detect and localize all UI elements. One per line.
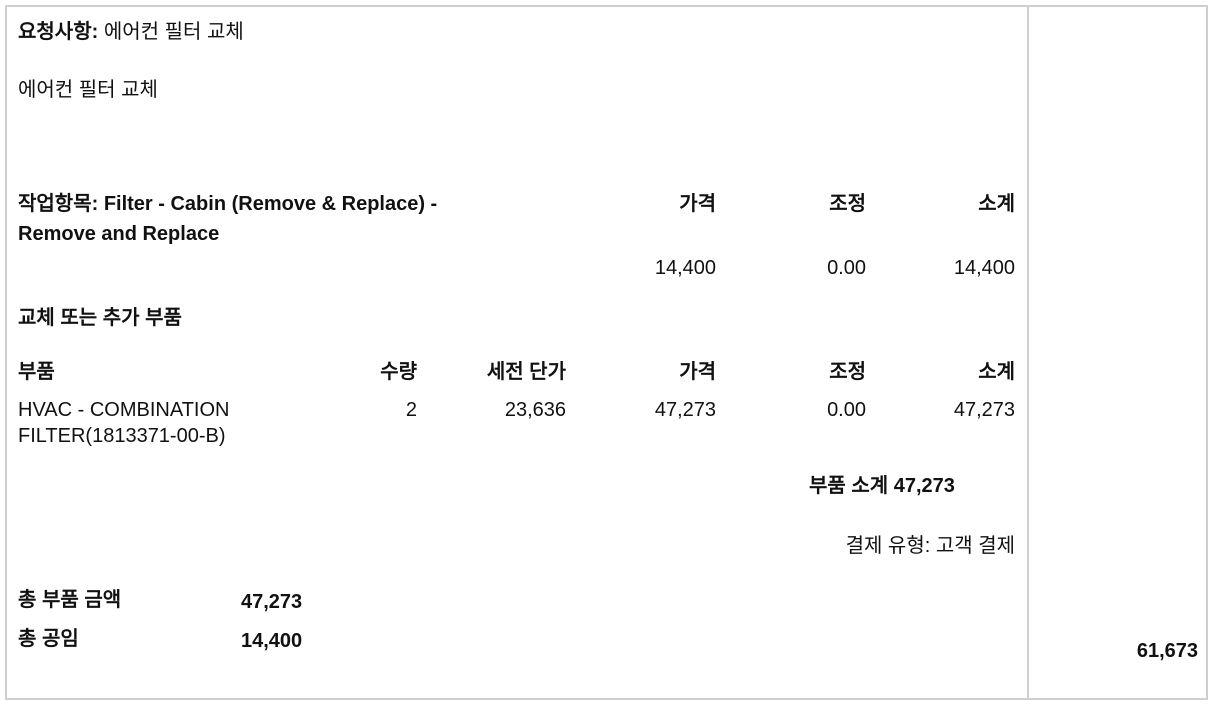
request-note: 에어컨 필터 교체 (18, 79, 158, 101)
parts-section-title: 교체 또는 추가 부품 (18, 307, 182, 329)
part-price: 47,273 (654, 399, 716, 421)
parts-header-price: 가격 (679, 361, 716, 383)
request-line: 요청사항: 에어컨 필터 교체 (18, 19, 244, 45)
grand-total: 61,673 (1136, 640, 1198, 662)
job-header-adjust: 조정 (829, 193, 866, 215)
parts-header-adjust: 조정 (829, 361, 866, 383)
job-header-price: 가격 (679, 193, 716, 215)
total-parts-label: 총 부품 금액 (18, 589, 122, 611)
parts-header-qty: 수량 (380, 361, 417, 383)
payment-type: 결제 유형: 고객 결제 (845, 535, 1015, 557)
column-divider (1027, 5, 1029, 700)
job-header-subtotal: 소계 (978, 193, 1015, 215)
part-name-line2: FILTER(1813371-00-B) (18, 425, 226, 447)
total-parts-value: 47,273 (241, 591, 303, 613)
request-label: 요청사항: (18, 21, 99, 43)
job-label-line2: Remove and Replace (18, 223, 220, 245)
part-subtotal: 47,273 (953, 399, 1015, 421)
total-labor-value: 14,400 (241, 630, 303, 652)
part-unit-price: 23,636 (504, 399, 566, 421)
parts-header-subtotal: 소계 (978, 361, 1015, 383)
job-adjust: 0.00 (827, 257, 866, 279)
parts-header-unit-price: 세전 단가 (486, 361, 566, 383)
part-qty: 2 (405, 399, 417, 421)
request-value: 에어컨 필터 교체 (103, 21, 244, 43)
job-subtotal: 14,400 (953, 257, 1015, 279)
job-label-line1: 작업항목: Filter - Cabin (Remove & Replace) … (18, 193, 438, 215)
job-price: 14,400 (654, 257, 716, 279)
total-labor-label: 총 공임 (18, 628, 79, 650)
part-adjust: 0.00 (827, 399, 866, 421)
parts-header-part: 부품 (18, 361, 55, 383)
document-frame (5, 5, 1208, 700)
parts-subtotal-value: 47,273 (893, 475, 955, 497)
parts-subtotal-line: 부품 소계 47,273 (809, 473, 955, 499)
parts-subtotal-label: 부품 소계 (809, 475, 889, 497)
part-name-line1: HVAC - COMBINATION (18, 399, 230, 421)
